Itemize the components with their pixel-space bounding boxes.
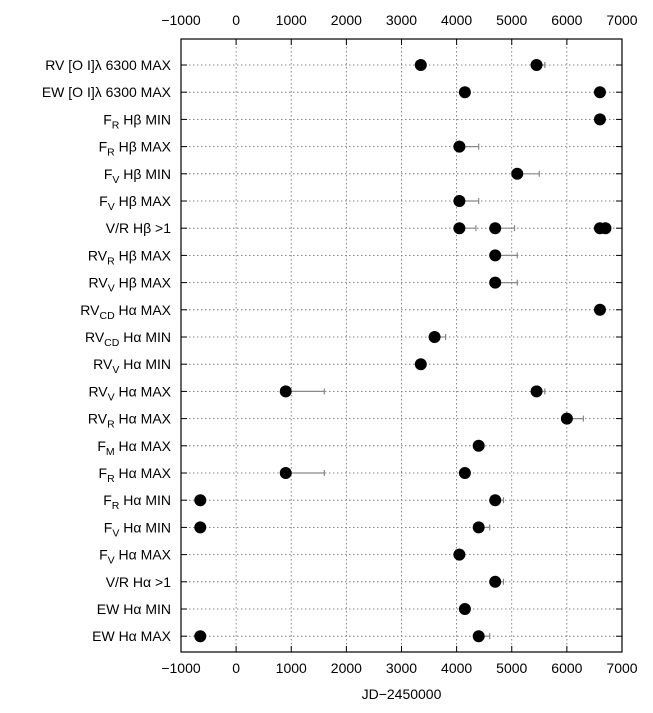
x-tick-label-bottom: −1000 xyxy=(161,660,201,676)
data-point-layer xyxy=(194,59,612,643)
x-tick-label-bottom: 1000 xyxy=(276,660,307,676)
data-point xyxy=(489,494,502,507)
row-label: EW Hα MIN xyxy=(97,601,171,617)
x-tick-label-bottom: 6000 xyxy=(551,660,582,676)
data-point xyxy=(530,59,543,71)
x-tick-label-top: 6000 xyxy=(551,12,582,28)
data-point xyxy=(472,521,485,534)
data-point xyxy=(194,494,207,507)
row-label: RVV Hα MIN xyxy=(93,356,171,376)
x-tick-label-top: −1000 xyxy=(161,12,201,28)
x-tick-label-bottom: 4000 xyxy=(441,660,472,676)
row-label: V/R Hβ >1 xyxy=(106,220,171,236)
row-label: RVR Hβ MAX xyxy=(88,247,172,267)
x-tick-label-top: 7000 xyxy=(606,12,637,28)
data-point xyxy=(458,603,471,615)
row-label: EW [O I]λ 6300 MAX xyxy=(42,84,172,100)
data-point xyxy=(414,358,427,371)
x-tick-label-top: 4000 xyxy=(441,12,472,28)
x-tick-label-top: 5000 xyxy=(496,12,527,28)
row-label: RVR Hα MAX xyxy=(88,411,172,431)
row-label: EW Hα MAX xyxy=(92,628,172,644)
data-point xyxy=(453,140,466,153)
row-label: RVV Hα MAX xyxy=(88,383,171,403)
data-point xyxy=(194,521,207,534)
data-point xyxy=(453,195,466,207)
row-label: FV Hα MIN xyxy=(104,519,171,539)
row-label: FV Hα MAX xyxy=(99,547,172,567)
row-label: V/R Hα >1 xyxy=(106,574,171,590)
row-label: FV Hβ MIN xyxy=(104,166,171,186)
data-point xyxy=(472,630,485,643)
x-tick-label-bottom: 2000 xyxy=(331,660,362,676)
x-tick-label-bottom: 0 xyxy=(232,660,240,676)
data-point xyxy=(453,222,466,235)
row-label: FR Hα MIN xyxy=(103,492,171,512)
error-bar-layer xyxy=(285,62,585,640)
row-label: RVCD Hα MAX xyxy=(80,302,171,322)
data-point xyxy=(593,86,606,99)
x-tick-label-top: 2000 xyxy=(331,12,362,28)
data-point xyxy=(593,303,606,316)
row-label: FR Hα MAX xyxy=(99,465,172,485)
row-label: FR Hβ MAX xyxy=(99,139,172,159)
data-point xyxy=(428,331,441,343)
grid-layer xyxy=(181,39,622,652)
x-tick-label-bottom: 7000 xyxy=(606,660,637,676)
data-point xyxy=(489,249,502,262)
data-point xyxy=(458,467,471,479)
row-label: RVV Hβ MAX xyxy=(89,275,172,295)
data-point xyxy=(560,412,573,425)
data-point xyxy=(489,276,502,289)
label-layer: −1000 −1000 0 0 1000 1000 2000 2000 3000 3000 4000… xyxy=(42,12,638,676)
row-label: RV [O I]λ 6300 MAX xyxy=(45,57,171,73)
data-point xyxy=(453,548,466,561)
x-tick-label-bottom: 3000 xyxy=(386,660,417,676)
data-point xyxy=(489,575,502,588)
x-axis-title: JD−2450000 xyxy=(362,686,442,702)
data-point xyxy=(458,86,471,99)
data-point xyxy=(530,385,543,398)
axis-tick-layer xyxy=(180,39,623,652)
data-point xyxy=(279,385,292,398)
row-label: FR Hβ MIN xyxy=(103,111,171,131)
x-tick-label-top: 1000 xyxy=(276,12,307,28)
data-point xyxy=(511,167,524,180)
data-point xyxy=(489,222,502,235)
data-point xyxy=(279,467,292,479)
data-point xyxy=(472,439,485,452)
data-point xyxy=(194,630,207,643)
row-label: RVCD Hα MIN xyxy=(85,329,171,349)
x-tick-label-top: 3000 xyxy=(386,12,417,28)
x-tick-label-bottom: 5000 xyxy=(496,660,527,676)
row-label: FV Hβ MAX xyxy=(99,193,172,213)
data-point xyxy=(599,222,612,235)
x-tick-label-top: 0 xyxy=(232,12,240,28)
row-label: FM Hα MAX xyxy=(97,438,171,458)
data-point xyxy=(414,59,427,71)
data-point xyxy=(593,113,606,126)
